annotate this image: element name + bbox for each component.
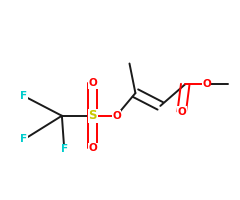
- Text: O: O: [88, 143, 97, 153]
- Text: S: S: [89, 109, 97, 122]
- Text: F: F: [20, 91, 28, 101]
- Text: F: F: [61, 144, 68, 154]
- Text: O: O: [177, 107, 186, 117]
- Text: O: O: [202, 79, 211, 89]
- Text: O: O: [88, 78, 97, 88]
- Text: F: F: [20, 134, 28, 144]
- Text: O: O: [112, 111, 121, 121]
